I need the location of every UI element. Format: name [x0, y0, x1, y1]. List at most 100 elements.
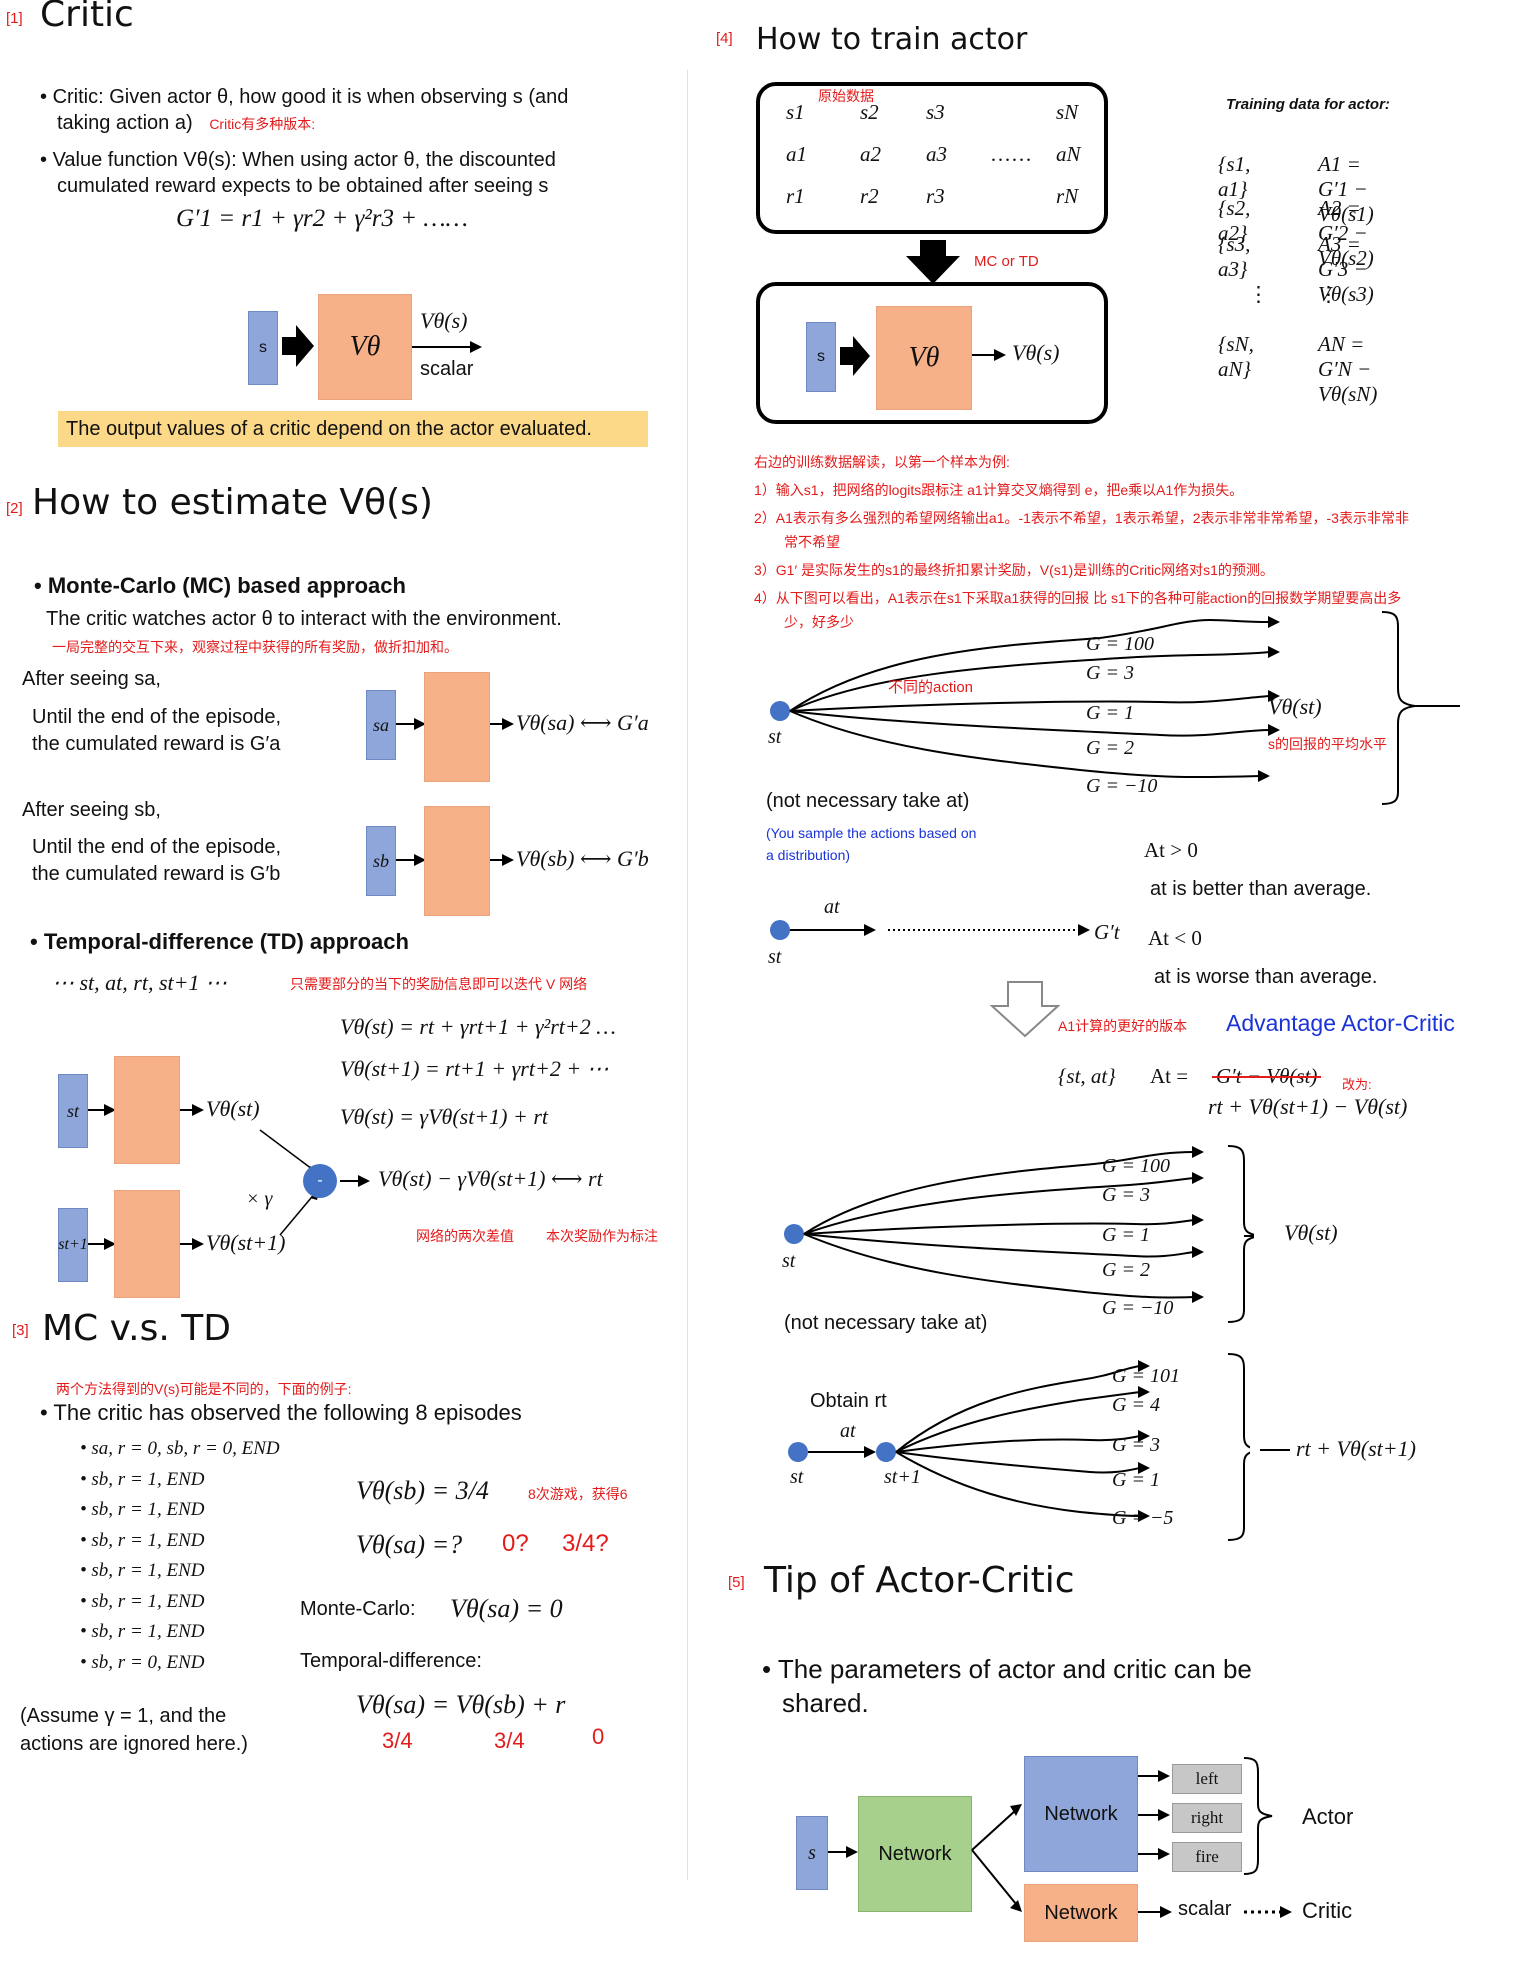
vst-label-2: Vθ(st)	[1284, 1220, 1338, 1245]
g-values-3: G = 101 G = 4 G = 3 G = 1 G = −5	[1112, 1365, 1180, 1529]
arrow-icon	[490, 854, 514, 866]
gt-label: G′t	[1094, 920, 1120, 944]
state-box: s	[248, 311, 278, 385]
at-label: at	[840, 1420, 856, 1442]
note-diff: 网络的两次差值	[416, 1228, 514, 1244]
thick-arrow-icon	[840, 336, 870, 376]
arrow-icon	[412, 341, 482, 353]
list-item: • sb, r = 0, END	[80, 1651, 205, 1673]
bullet-critic-def: • Critic: Given actor θ, how good it is …	[40, 86, 569, 134]
critic-network-box-a	[424, 672, 490, 782]
vst-label: Vθ(st)	[1268, 694, 1322, 719]
section-title-critic: Critic	[40, 0, 134, 35]
a2c-title: Advantage Actor-Critic	[1226, 1010, 1455, 1036]
hollow-down-arrow-icon	[990, 981, 1060, 1038]
state-box-st1: st+1	[58, 1208, 88, 1282]
scalar-label: scalar	[420, 358, 474, 380]
vsb-eq: Vθ(sb) = 3/4	[356, 1476, 489, 1505]
output-vst1: Vθ(st+1)	[206, 1230, 286, 1255]
section-number: [1]	[6, 10, 23, 27]
vst-note: s的回报的平均水平	[1268, 736, 1387, 752]
action-arrows	[1138, 1770, 1170, 1860]
critic-network-box-st	[114, 1056, 180, 1164]
td-eq3: Vθ(st) = γVθ(st+1) + rt	[340, 1104, 549, 1129]
list-item: • sb, r = 1, END	[80, 1590, 205, 1612]
td-eq1: Vθ(st) = rt + γrt+1 + γ²rt+2 …	[340, 1014, 616, 1039]
at-label: at	[824, 896, 840, 918]
new-advantage-formula: rt + Vθ(st+1) − Vθ(st)	[1208, 1094, 1408, 1119]
at-eq-label: At =	[1150, 1064, 1189, 1088]
raw-data-box	[756, 82, 1108, 234]
formula-g1: G′1 = r1 + γr2 + γ²r3 + ……	[176, 205, 468, 232]
arrow-icon	[972, 349, 1006, 361]
arrow-icon	[828, 1846, 858, 1858]
shared-network-box: Network	[858, 1796, 972, 1912]
different-action-note: 不同的action	[888, 679, 974, 696]
bracket-line	[1260, 1449, 1290, 1451]
st-label: st	[790, 1466, 804, 1488]
list-item: • sb, r = 1, END	[80, 1529, 205, 1551]
after-seeing-a: After seeing sa,	[22, 668, 161, 690]
at-negative: At < 0	[1148, 926, 1202, 950]
split-arrows	[971, 1804, 1022, 1912]
rt-v-label: rt + Vθ(st+1)	[1296, 1436, 1416, 1461]
critic-network-box: Vθ	[318, 294, 412, 400]
td-label: Temporal-difference:	[300, 1650, 482, 1672]
thick-down-arrow-icon	[906, 240, 960, 284]
td-note: 只需要部分的当下的奖励信息即可以迭代 V 网络	[290, 976, 588, 992]
a2c-note: A1计算的更好的版本	[1058, 1018, 1188, 1034]
column-divider	[687, 70, 688, 1880]
list-item: • sb, r = 1, END	[80, 1468, 205, 1490]
until-end-a: Until the end of the episode, the cumulat…	[32, 706, 282, 755]
thick-arrow-icon	[282, 325, 314, 367]
td-value-1: 3/4	[382, 1728, 413, 1753]
section-title-mc-vs-td: MC v.s. TD	[42, 1308, 231, 1349]
single-action-line	[770, 920, 1090, 940]
section-number: [2]	[6, 500, 23, 517]
state-box-st: st	[58, 1074, 88, 1148]
critic-network-box-st1	[114, 1190, 180, 1298]
arrow-icon	[180, 1104, 204, 1116]
output-vst: Vθ(st)	[206, 1096, 260, 1121]
arrow-icon	[180, 1238, 204, 1250]
output-vb: Vθ(sb) ⟷ G′b	[516, 846, 649, 871]
list-item: • sb, r = 1, END	[80, 1621, 205, 1642]
episode-list: • sa, r = 0, sb, r = 0, END • sb, r = 1,…	[80, 1434, 280, 1678]
g-values-2: G = 100 G = 3 G = 1 G = 2 G = −10	[1102, 1155, 1174, 1319]
arrow-icon	[1138, 1906, 1172, 1918]
actor-bracket	[1243, 1757, 1273, 1875]
episodes-heading: • The critic has observed the following …	[40, 1400, 522, 1425]
st-label: st	[768, 726, 782, 748]
st-label: st	[768, 946, 782, 968]
answer-three-quarter: 3/4?	[562, 1530, 609, 1557]
td-value-3: 0	[592, 1724, 605, 1749]
st1-label: st+1	[884, 1466, 921, 1488]
action-tree-1	[770, 611, 1460, 805]
arrow-icon	[396, 718, 426, 730]
change-note: 改为:	[1342, 1077, 1372, 1092]
pair-label: {st, at}	[1058, 1064, 1116, 1088]
list-item: • sa, r = 0, sb, r = 0, END	[80, 1438, 280, 1459]
section-number: [4]	[716, 30, 733, 47]
worse-than-average: at is worse than average.	[1154, 966, 1378, 988]
not-necessary-label-2: (not necessary take at)	[784, 1312, 988, 1334]
action-left: left	[1172, 1764, 1242, 1794]
section-title-train-actor: How to train actor	[756, 22, 1028, 57]
mc-label: Monte-Carlo:	[300, 1598, 416, 1620]
answer-zero: 0?	[502, 1530, 529, 1557]
note-label: 本次奖励作为标注	[546, 1228, 658, 1244]
after-seeing-b: After seeing sb,	[22, 799, 161, 821]
minus-node: -	[303, 1164, 337, 1198]
critic-network-box: Vθ	[876, 306, 972, 410]
dotted-arrow	[1244, 1906, 1292, 1918]
bullet-value-function: • Value function Vθ(s): When using actor…	[40, 149, 556, 197]
output-v: Vθ(s)	[420, 308, 468, 333]
assume-note: (Assume γ = 1, and the actions are ignore…	[20, 1705, 248, 1755]
critic-box-frame	[756, 282, 1108, 424]
mc-or-td-label: MC or TD	[974, 253, 1039, 270]
output-v: Vθ(s)	[1012, 340, 1060, 365]
at-positive: At > 0	[1144, 838, 1198, 862]
raw-data-note: 原始数据	[818, 88, 874, 104]
section-title-tip: Tip of Actor-Critic	[764, 1560, 1075, 1601]
td-heading: • Temporal-difference (TD) approach	[30, 929, 409, 954]
